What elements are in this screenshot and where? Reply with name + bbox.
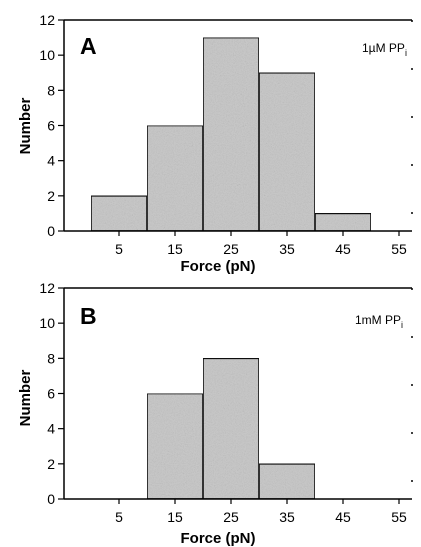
panel-a-bar-15	[146, 124, 204, 232]
panel-b-x-ticks: 5 15 25 35 45 55	[115, 499, 407, 525]
panel-a-y-tick-8: 8	[47, 82, 55, 98]
panel-b-bar-35	[258, 463, 316, 500]
panel-b-bar-15	[146, 392, 204, 500]
panel-a-y-axis-title: Number	[17, 98, 34, 155]
panel-b-x-tick-35: 35	[279, 509, 295, 525]
panel-a-letter: A	[80, 33, 97, 59]
panel-b: 0 2 4 6 8 10 12 5 15 25 35 45 55 B 1mM PPi Force (p…	[17, 280, 413, 547]
panel-a-x-tick-15: 15	[167, 241, 183, 257]
panel-b-y-tick-6: 6	[47, 386, 55, 402]
panel-a-x-axis-title: Force (pN)	[181, 258, 256, 275]
panel-b-x-tick-55: 55	[391, 509, 407, 525]
panel-a-x-ticks: 5 15 25 35 45 55	[115, 231, 407, 257]
panel-a-x-tick-25: 25	[223, 241, 239, 257]
panel-a-bar-5	[90, 195, 148, 232]
panel-b-bar-25	[202, 357, 260, 500]
panel-a-x-tick-35: 35	[279, 241, 295, 257]
panel-b-x-axis-title: Force (pN)	[181, 530, 256, 547]
panel-a-y-tick-6: 6	[47, 118, 55, 134]
panel-a-bar-35	[258, 71, 316, 232]
panel-a-bars	[90, 36, 372, 232]
panel-b-y-tick-8: 8	[47, 350, 55, 366]
panel-a-bar-45	[314, 212, 372, 232]
panel-b-bars	[146, 357, 316, 500]
panel-b-x-tick-5: 5	[115, 509, 123, 525]
panel-b-y-tick-0: 0	[47, 491, 55, 507]
panel-b-x-tick-25: 25	[223, 509, 239, 525]
panel-a-y-tick-2: 2	[47, 188, 55, 204]
panel-a-x-tick-5: 5	[115, 241, 123, 257]
panel-b-y-ticks: 0 2 4 6 8 10 12	[39, 280, 64, 507]
panel-a-annotation: 1µM PPi	[362, 41, 407, 58]
panel-b-y-tick-10: 10	[39, 315, 55, 331]
panel-a-y-tick-10: 10	[39, 47, 55, 63]
panel-b-y-tick-4: 4	[47, 421, 55, 437]
panel-b-y-tick-2: 2	[47, 456, 55, 472]
panel-b-annotation: 1mM PPi	[355, 313, 403, 330]
panel-a-y-ticks: 0 2 4 6 8 10 12	[39, 12, 64, 239]
panel-a-x-tick-45: 45	[335, 241, 351, 257]
panel-a-x-tick-55: 55	[391, 241, 407, 257]
panel-a-bar-25	[202, 36, 260, 232]
panel-a-y-tick-12: 12	[39, 12, 55, 28]
panel-b-x-tick-45: 45	[335, 509, 351, 525]
panel-b-letter: B	[80, 303, 97, 329]
panel-a-y-tick-0: 0	[47, 223, 55, 239]
panel-b-y-tick-12: 12	[39, 280, 55, 296]
panel-b-x-tick-15: 15	[167, 509, 183, 525]
panel-b-y-axis-title: Number	[17, 370, 34, 427]
panel-a-y-tick-4: 4	[47, 153, 55, 169]
panel-a: 0 2 4 6 8 10 12 5 15 25 35 45 55 A 1µM PPi Force (p…	[17, 12, 413, 275]
